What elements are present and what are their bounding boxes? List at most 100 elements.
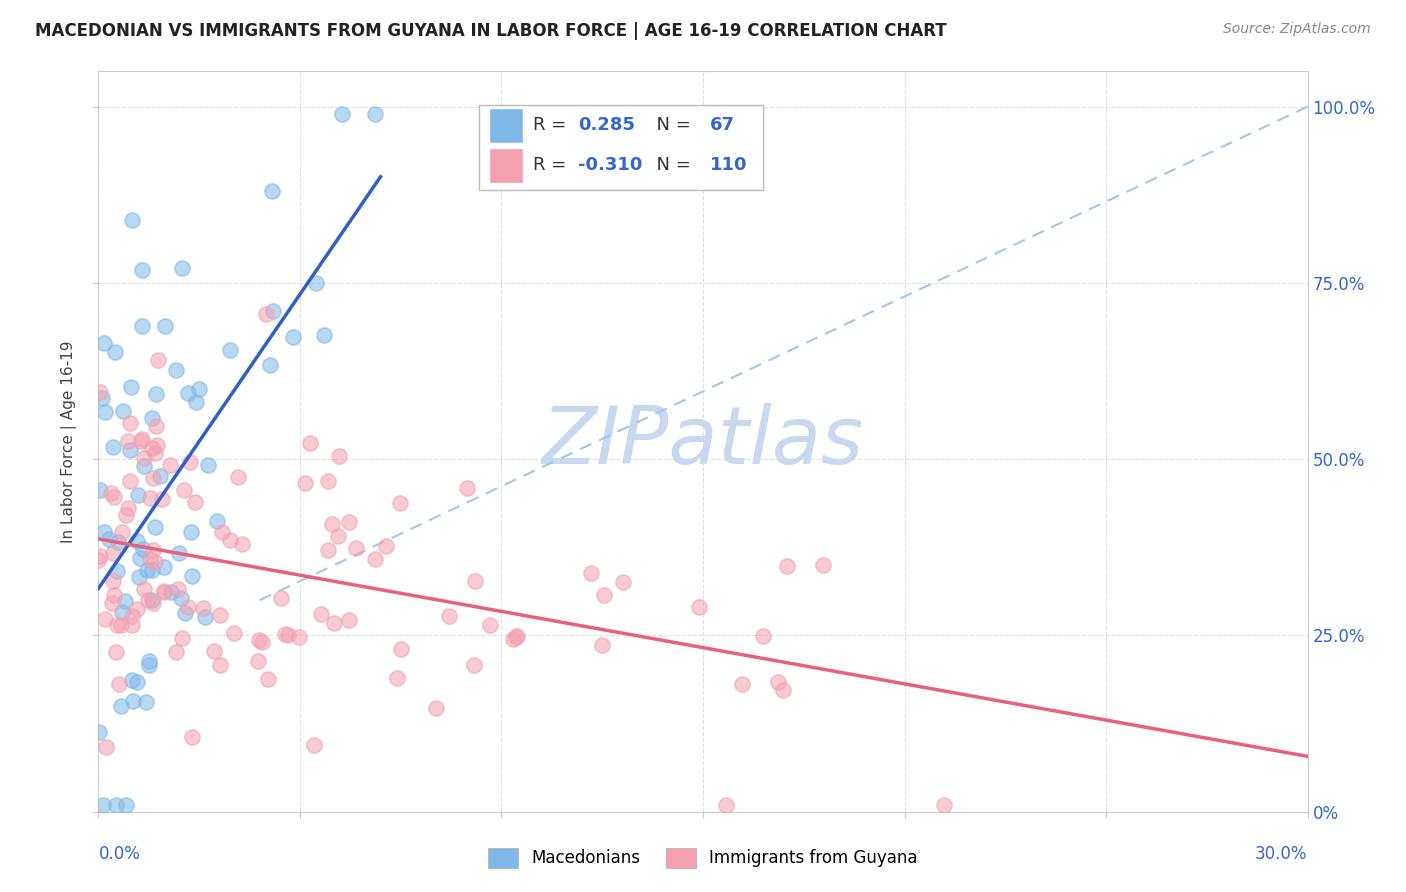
- Point: [121, 673, 143, 688]
- Point: [388, 496, 411, 510]
- Point: [114, 797, 136, 812]
- Point: [592, 588, 614, 602]
- Point: [277, 628, 299, 642]
- Point: [146, 438, 169, 452]
- Text: 30.0%: 30.0%: [1256, 845, 1308, 863]
- Point: [316, 474, 339, 488]
- Point: [813, 558, 835, 572]
- Point: [136, 563, 159, 577]
- Point: [197, 458, 219, 472]
- Point: [246, 654, 269, 668]
- Point: [121, 618, 143, 632]
- Point: [219, 533, 242, 547]
- Point: [173, 606, 195, 620]
- Point: [93, 524, 115, 539]
- Point: [205, 514, 228, 528]
- Point: [89, 549, 111, 563]
- Point: [143, 446, 166, 460]
- Text: R =: R =: [533, 117, 571, 135]
- Point: [94, 739, 117, 754]
- Point: [321, 516, 343, 531]
- Point: [152, 584, 174, 599]
- Point: [101, 545, 124, 559]
- Point: [114, 594, 136, 608]
- Point: [118, 416, 141, 430]
- Point: [252, 635, 274, 649]
- Point: [194, 610, 217, 624]
- Point: [262, 184, 284, 198]
- Point: [688, 600, 710, 615]
- Point: [131, 319, 153, 334]
- Point: [247, 632, 270, 647]
- Point: [127, 602, 149, 616]
- Point: [375, 539, 398, 553]
- Point: [311, 607, 333, 622]
- Point: [105, 618, 128, 632]
- Point: [305, 276, 328, 290]
- Point: [167, 546, 190, 560]
- Point: [108, 677, 131, 691]
- Point: [107, 564, 129, 578]
- Point: [89, 385, 111, 400]
- Point: [132, 542, 155, 557]
- Point: [121, 609, 143, 624]
- Point: [188, 382, 211, 396]
- Point: [170, 591, 193, 605]
- Point: [94, 612, 117, 626]
- Point: [425, 700, 447, 714]
- Point: [314, 327, 336, 342]
- Point: [117, 434, 139, 449]
- Point: [93, 335, 115, 350]
- Point: [87, 553, 110, 567]
- Point: [112, 404, 135, 418]
- Point: [437, 609, 460, 624]
- Point: [731, 677, 754, 691]
- Point: [118, 443, 141, 458]
- Point: [149, 468, 172, 483]
- Point: [129, 551, 152, 566]
- Point: [170, 260, 193, 275]
- Point: [101, 574, 124, 589]
- Bar: [489, 147, 523, 183]
- Point: [127, 488, 149, 502]
- Point: [132, 450, 155, 465]
- Point: [152, 559, 174, 574]
- Text: 0.0%: 0.0%: [98, 845, 141, 863]
- Point: [110, 618, 132, 632]
- Point: [89, 483, 111, 497]
- Point: [138, 657, 160, 672]
- Point: [330, 106, 353, 120]
- Point: [150, 492, 173, 507]
- Point: [186, 395, 208, 409]
- Point: [94, 405, 117, 419]
- Point: [173, 483, 195, 497]
- Point: [91, 391, 114, 405]
- Point: [141, 441, 163, 455]
- Point: [122, 694, 145, 708]
- Point: [209, 658, 232, 673]
- Point: [612, 574, 634, 589]
- Point: [337, 613, 360, 627]
- Point: [138, 551, 160, 566]
- Point: [302, 738, 325, 752]
- Point: [257, 672, 280, 686]
- Point: [104, 797, 127, 812]
- Point: [100, 486, 122, 500]
- FancyBboxPatch shape: [479, 104, 763, 190]
- Legend: Macedonians, Immigrants from Guyana: Macedonians, Immigrants from Guyana: [482, 841, 924, 875]
- Point: [141, 593, 163, 607]
- Point: [165, 363, 187, 377]
- Point: [104, 344, 127, 359]
- Point: [339, 516, 361, 530]
- Point: [142, 543, 165, 558]
- Point: [254, 307, 277, 321]
- Point: [322, 616, 344, 631]
- Point: [226, 470, 249, 484]
- Point: [104, 645, 127, 659]
- Point: [172, 631, 194, 645]
- Point: [121, 213, 143, 227]
- Point: [768, 675, 790, 690]
- Point: [153, 583, 176, 598]
- Text: ZIPatlas: ZIPatlas: [541, 402, 865, 481]
- Point: [111, 605, 134, 619]
